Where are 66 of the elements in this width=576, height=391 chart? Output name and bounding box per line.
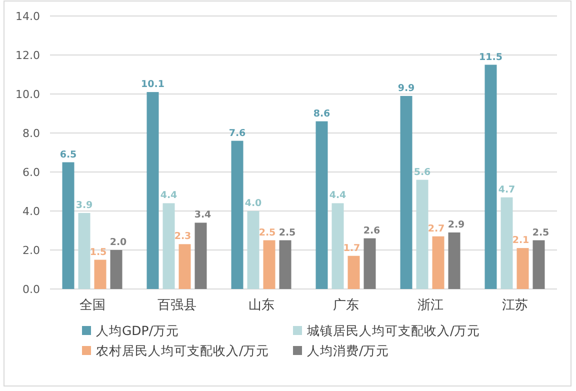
bar xyxy=(162,203,175,289)
data-label: 5.6 xyxy=(414,166,432,178)
y-tick-label: 10.0 xyxy=(16,88,40,101)
data-label: 2.6 xyxy=(363,225,381,236)
x-tick-label: 江苏 xyxy=(502,298,528,313)
data-label: 6.5 xyxy=(60,149,77,160)
bar xyxy=(332,203,344,289)
x-tick-label: 百强县 xyxy=(157,298,196,313)
bar xyxy=(316,121,328,289)
bar xyxy=(279,240,292,289)
data-label: 3.4 xyxy=(194,210,212,221)
x-tick-label: 广东 xyxy=(332,298,359,313)
bar xyxy=(484,64,497,289)
data-label: 1.5 xyxy=(90,246,107,258)
bar xyxy=(78,212,90,289)
y-tick-label: 12.0 xyxy=(16,49,40,62)
data-label: 4.0 xyxy=(244,198,262,209)
data-label: 3.9 xyxy=(76,200,93,211)
data-label: 2.5 xyxy=(532,227,550,238)
bar xyxy=(500,197,513,289)
data-label: 2.5 xyxy=(278,227,296,238)
bar xyxy=(348,256,360,289)
data-label: 11.5 xyxy=(479,52,502,63)
bar xyxy=(62,162,74,289)
data-label: 9.9 xyxy=(398,82,415,94)
bar xyxy=(432,236,444,289)
bar xyxy=(516,248,529,289)
x-tick-label: 山东 xyxy=(248,298,274,313)
data-label: 2.3 xyxy=(174,231,192,242)
bar xyxy=(146,92,159,289)
bar xyxy=(400,96,412,289)
bar xyxy=(448,232,460,289)
x-tick-label: 全国 xyxy=(79,298,106,313)
data-label: 7.6 xyxy=(228,128,246,139)
y-tick-label: 0.0 xyxy=(22,283,40,296)
bar xyxy=(364,238,376,289)
y-tick-label: 14.0 xyxy=(16,10,40,23)
legend-label: 城镇居民人均可支配收入/万元 xyxy=(306,323,480,338)
bar xyxy=(416,180,428,289)
bar xyxy=(247,211,260,289)
data-label: 10.1 xyxy=(141,79,164,90)
y-tick-label: 8.0 xyxy=(22,127,40,140)
legend-label: 人均GDP/万元 xyxy=(96,323,180,338)
y-tick-label: 2.0 xyxy=(22,244,40,257)
data-label: 2.5 xyxy=(258,227,276,238)
data-label: 2.7 xyxy=(428,223,445,234)
legend-label: 人均消费/万元 xyxy=(307,343,390,358)
data-label: 2.9 xyxy=(448,219,465,230)
y-tick-label: 4.0 xyxy=(22,205,40,218)
data-label: 2.0 xyxy=(110,237,128,248)
bar xyxy=(194,222,207,289)
bar xyxy=(263,240,276,289)
bar xyxy=(178,244,191,289)
data-label: 4.4 xyxy=(160,190,178,202)
bar xyxy=(231,140,244,289)
bar xyxy=(110,250,122,289)
data-label: 4.7 xyxy=(498,184,516,196)
data-label: 2.1 xyxy=(512,235,530,246)
x-tick-label: 浙江 xyxy=(417,298,444,313)
data-label: 8.6 xyxy=(313,108,331,120)
data-label: 1.7 xyxy=(343,242,360,254)
data-label: 4.4 xyxy=(329,190,347,202)
legend-label: 农村居民人均可支配收入/万元 xyxy=(96,343,270,358)
bar xyxy=(94,260,106,289)
bar xyxy=(532,240,545,289)
y-tick-label: 6.0 xyxy=(22,166,40,179)
